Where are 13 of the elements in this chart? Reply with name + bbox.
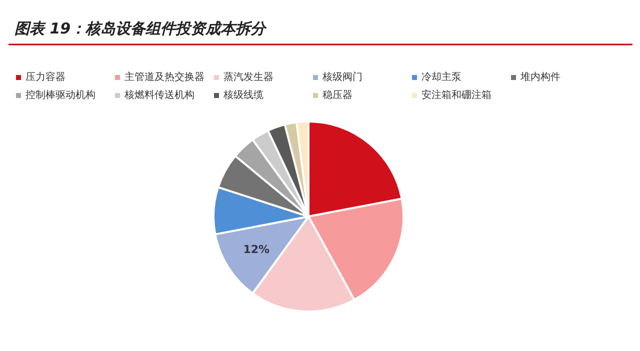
legend-label: 压力容器 — [26, 71, 66, 83]
chart-title: 图表 19：核岛设备组件投资成本拆分 — [14, 20, 268, 38]
legend-label: 堆内构件 — [520, 71, 560, 83]
legend-label: 冷却主泵 — [422, 71, 462, 83]
legend-label: 核级线缆 — [222, 89, 264, 101]
legend-label: 安注箱和硼注箱 — [422, 89, 492, 101]
legend-label: 控制棒驱动机构 — [26, 89, 96, 101]
legend-label: 稳压器 — [322, 89, 352, 101]
legend-label: 主管道及热交换器 — [124, 71, 204, 83]
legend-label: 核级阀门 — [322, 71, 362, 83]
data-label: 12% — [243, 243, 270, 256]
legend-label: 蒸汽发生器 — [224, 71, 274, 83]
legend-label: 核燃料传送机构 — [124, 89, 194, 101]
